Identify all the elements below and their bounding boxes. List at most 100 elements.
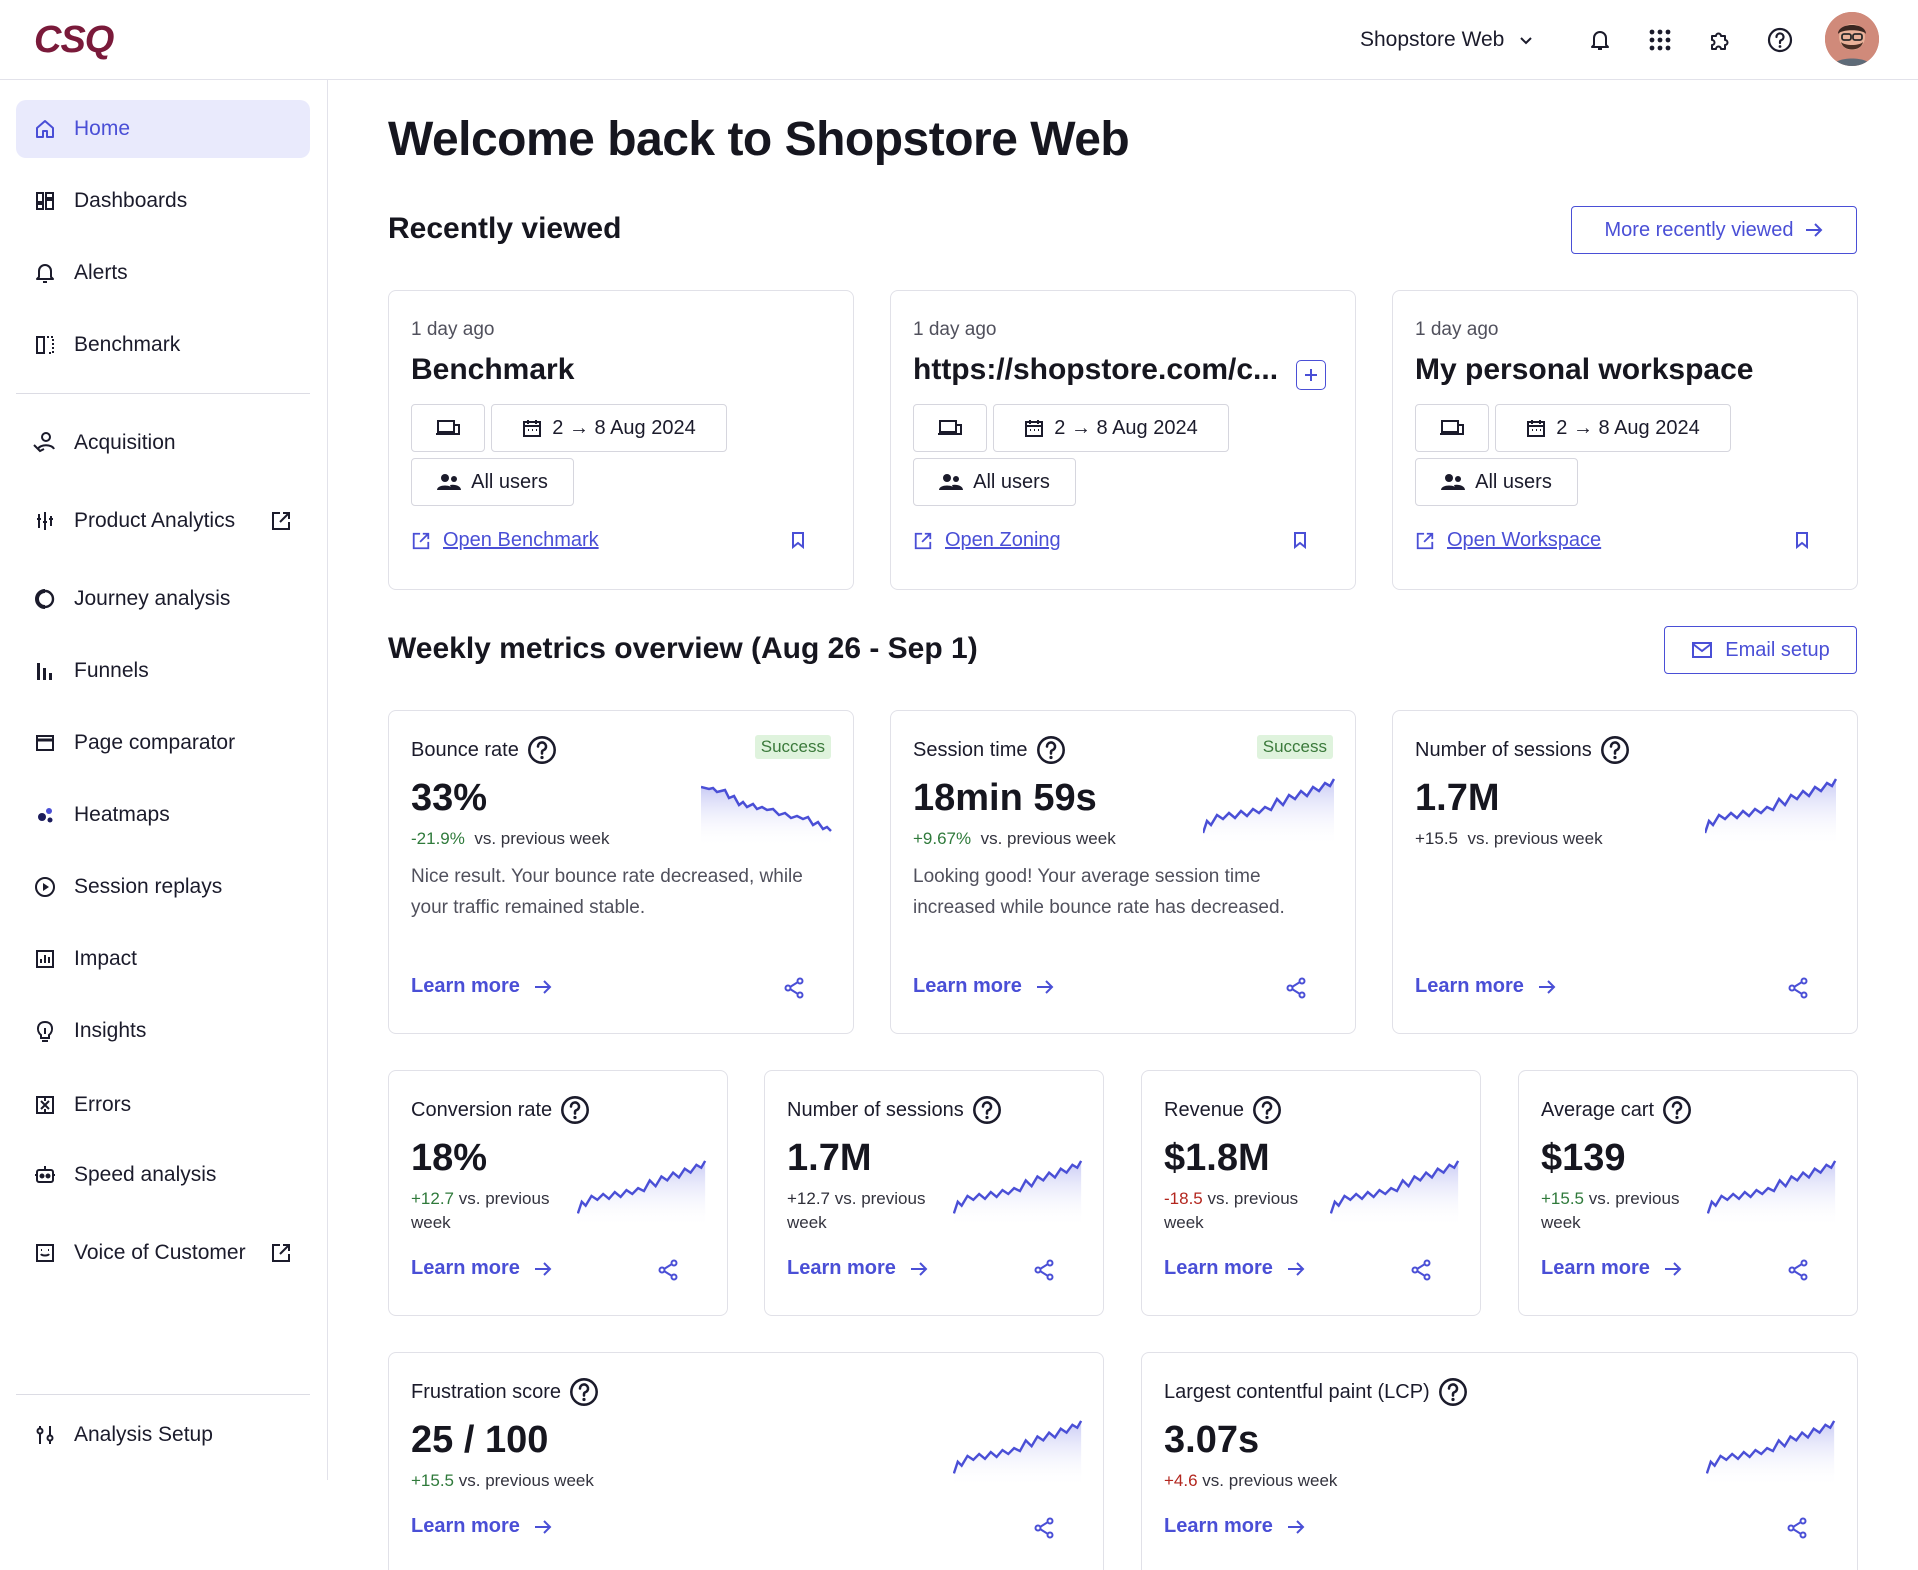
project-selector[interactable]: Shopstore Web xyxy=(1360,22,1534,58)
add-icon[interactable] xyxy=(1296,360,1326,390)
help-icon[interactable] xyxy=(1764,24,1796,56)
sidebar-item-session-replays[interactable]: Session replays xyxy=(16,858,310,916)
recent-card-benchmark[interactable]: 1 day ago Benchmark 2 → 8 Aug 2024 All u… xyxy=(388,290,854,590)
help-icon[interactable] xyxy=(1600,735,1630,765)
help-icon[interactable] xyxy=(972,1095,1002,1125)
bookmark-icon[interactable] xyxy=(791,531,805,549)
avatar[interactable] xyxy=(1825,12,1879,66)
learn-more-link[interactable]: Learn more xyxy=(411,1257,552,1280)
metric-delta: +15.5 vs. previous week xyxy=(411,1471,594,1490)
recent-card-workspace[interactable]: 1 day ago My personal workspace 2 → 8 Au… xyxy=(1392,290,1858,590)
sidebar-item-home[interactable]: Home xyxy=(16,100,310,158)
sidebar-item-funnels[interactable]: Funnels xyxy=(16,642,310,700)
sidebar-item-heatmaps[interactable]: Heatmaps xyxy=(16,786,310,844)
bookmark-icon[interactable] xyxy=(1795,531,1809,549)
sidebar-item-page-comparator[interactable]: Page comparator xyxy=(16,714,310,772)
devices-icon xyxy=(435,418,461,438)
share-icon[interactable] xyxy=(1033,1259,1055,1281)
bell-icon xyxy=(16,262,74,284)
funnel-bars-icon xyxy=(16,661,74,681)
link-label: Open Workspace xyxy=(1447,529,1602,551)
date-range-label: 2 → 8 Aug 2024 xyxy=(552,416,696,439)
sidebar-item-acquisition[interactable]: Acquisition xyxy=(16,414,310,472)
share-icon[interactable] xyxy=(1786,1517,1808,1539)
help-icon[interactable] xyxy=(527,735,557,765)
device-chip[interactable] xyxy=(913,404,987,452)
help-icon[interactable] xyxy=(1438,1377,1468,1407)
sidebar-item-analysis-setup[interactable]: Analysis Setup xyxy=(16,1406,310,1464)
open-benchmark-link[interactable]: Open Benchmark xyxy=(411,529,599,552)
metric-title: Session time xyxy=(913,735,1066,765)
external-link-icon xyxy=(270,1242,292,1264)
learn-more-link[interactable]: Learn more xyxy=(787,1257,928,1280)
metric-card-revenue: Revenue $1.8M -18.5 vs. previous week Le… xyxy=(1141,1070,1481,1316)
sidebar-item-label: Home xyxy=(74,117,131,140)
metric-card-session-time: Session time Success 18min 59s +9.67% vs… xyxy=(890,710,1356,1034)
share-icon[interactable] xyxy=(1285,977,1307,999)
sidebar-item-product-analytics[interactable]: Product Analytics xyxy=(16,492,310,550)
share-icon[interactable] xyxy=(657,1259,679,1281)
sidebar-item-label: Impact xyxy=(74,947,138,970)
sidebar-item-insights[interactable]: Insights xyxy=(16,1002,310,1060)
viewed-ago: 1 day ago xyxy=(1415,319,1499,340)
help-icon[interactable] xyxy=(560,1095,590,1125)
metric-card-bounce-rate: Bounce rate Success 33% -21.9% vs. previ… xyxy=(388,710,854,1034)
top-bar: CSQ Shopstore Web xyxy=(0,0,1918,80)
share-icon[interactable] xyxy=(1787,977,1809,999)
puzzle-icon[interactable] xyxy=(1704,24,1736,56)
sparkline-chart xyxy=(953,1420,1083,1487)
recent-card-zoning[interactable]: 1 day ago https://shopstore.com/c... 2 →… xyxy=(890,290,1356,590)
segment-chip[interactable]: All users xyxy=(913,458,1076,506)
sidebar-item-dashboards[interactable]: Dashboards xyxy=(16,172,310,230)
metric-card-lcp: Largest contentful paint (LCP) 3.07s +4.… xyxy=(1141,1352,1858,1570)
device-chip[interactable] xyxy=(1415,404,1489,452)
learn-more-link[interactable]: Learn more xyxy=(1164,1515,1305,1538)
lightbulb-icon xyxy=(16,1019,74,1043)
learn-more-link[interactable]: Learn more xyxy=(1415,975,1556,998)
bookmark-icon[interactable] xyxy=(1293,531,1307,549)
help-icon[interactable] xyxy=(1036,735,1066,765)
help-icon[interactable] xyxy=(1662,1095,1692,1125)
sidebar-item-impact[interactable]: Impact xyxy=(16,930,310,988)
metric-title: Revenue xyxy=(1164,1095,1282,1125)
date-range-chip[interactable]: 2 → 8 Aug 2024 xyxy=(1495,404,1731,452)
learn-more-link[interactable]: Learn more xyxy=(913,975,1054,998)
metric-delta: -21.9% vs. previous week xyxy=(411,829,610,848)
viewed-ago: 1 day ago xyxy=(913,319,997,340)
open-zoning-link[interactable]: Open Zoning xyxy=(913,529,1061,552)
date-range-chip[interactable]: 2 → 8 Aug 2024 xyxy=(491,404,727,452)
share-icon[interactable] xyxy=(1410,1259,1432,1281)
segment-chip[interactable]: All users xyxy=(411,458,574,506)
help-icon[interactable] xyxy=(569,1377,599,1407)
more-recently-viewed-button[interactable]: More recently viewed xyxy=(1571,206,1857,254)
learn-more-link[interactable]: Learn more xyxy=(411,1515,552,1538)
sidebar-item-benchmark[interactable]: Benchmark xyxy=(16,316,310,374)
external-link-icon xyxy=(411,531,431,551)
apps-grid-icon[interactable] xyxy=(1644,24,1676,56)
open-workspace-link[interactable]: Open Workspace xyxy=(1415,529,1601,552)
learn-more-link[interactable]: Learn more xyxy=(1164,1257,1305,1280)
help-icon[interactable] xyxy=(1252,1095,1282,1125)
segment-chip[interactable]: All users xyxy=(1415,458,1578,506)
metric-title: Average cart xyxy=(1541,1095,1692,1125)
sidebar-item-speed-analysis[interactable]: Speed analysis xyxy=(16,1146,310,1204)
sidebar-item-label: Alerts xyxy=(74,261,128,284)
metric-title: Conversion rate xyxy=(411,1095,590,1125)
sidebar-item-label: Errors xyxy=(74,1093,132,1116)
share-icon[interactable] xyxy=(783,977,805,999)
arrow-right-icon xyxy=(1287,1261,1305,1277)
sidebar-item-voice-of-customer[interactable]: Voice of Customer xyxy=(16,1224,310,1282)
learn-more-link[interactable]: Learn more xyxy=(1541,1257,1682,1280)
date-range-chip[interactable]: 2 → 8 Aug 2024 xyxy=(993,404,1229,452)
device-chip[interactable] xyxy=(411,404,485,452)
sidebar-item-alerts[interactable]: Alerts xyxy=(16,244,310,302)
bell-icon[interactable] xyxy=(1584,24,1616,56)
email-setup-button[interactable]: Email setup xyxy=(1664,626,1857,674)
learn-more-link[interactable]: Learn more xyxy=(411,975,552,998)
share-icon[interactable] xyxy=(1787,1259,1809,1281)
sidebar-item-journey-analysis[interactable]: Journey analysis xyxy=(16,570,310,628)
share-icon[interactable] xyxy=(1033,1517,1055,1539)
sidebar-item-errors[interactable]: Errors xyxy=(16,1076,310,1134)
arrow-right-icon xyxy=(534,1519,552,1535)
logo[interactable]: CSQ xyxy=(34,19,114,61)
